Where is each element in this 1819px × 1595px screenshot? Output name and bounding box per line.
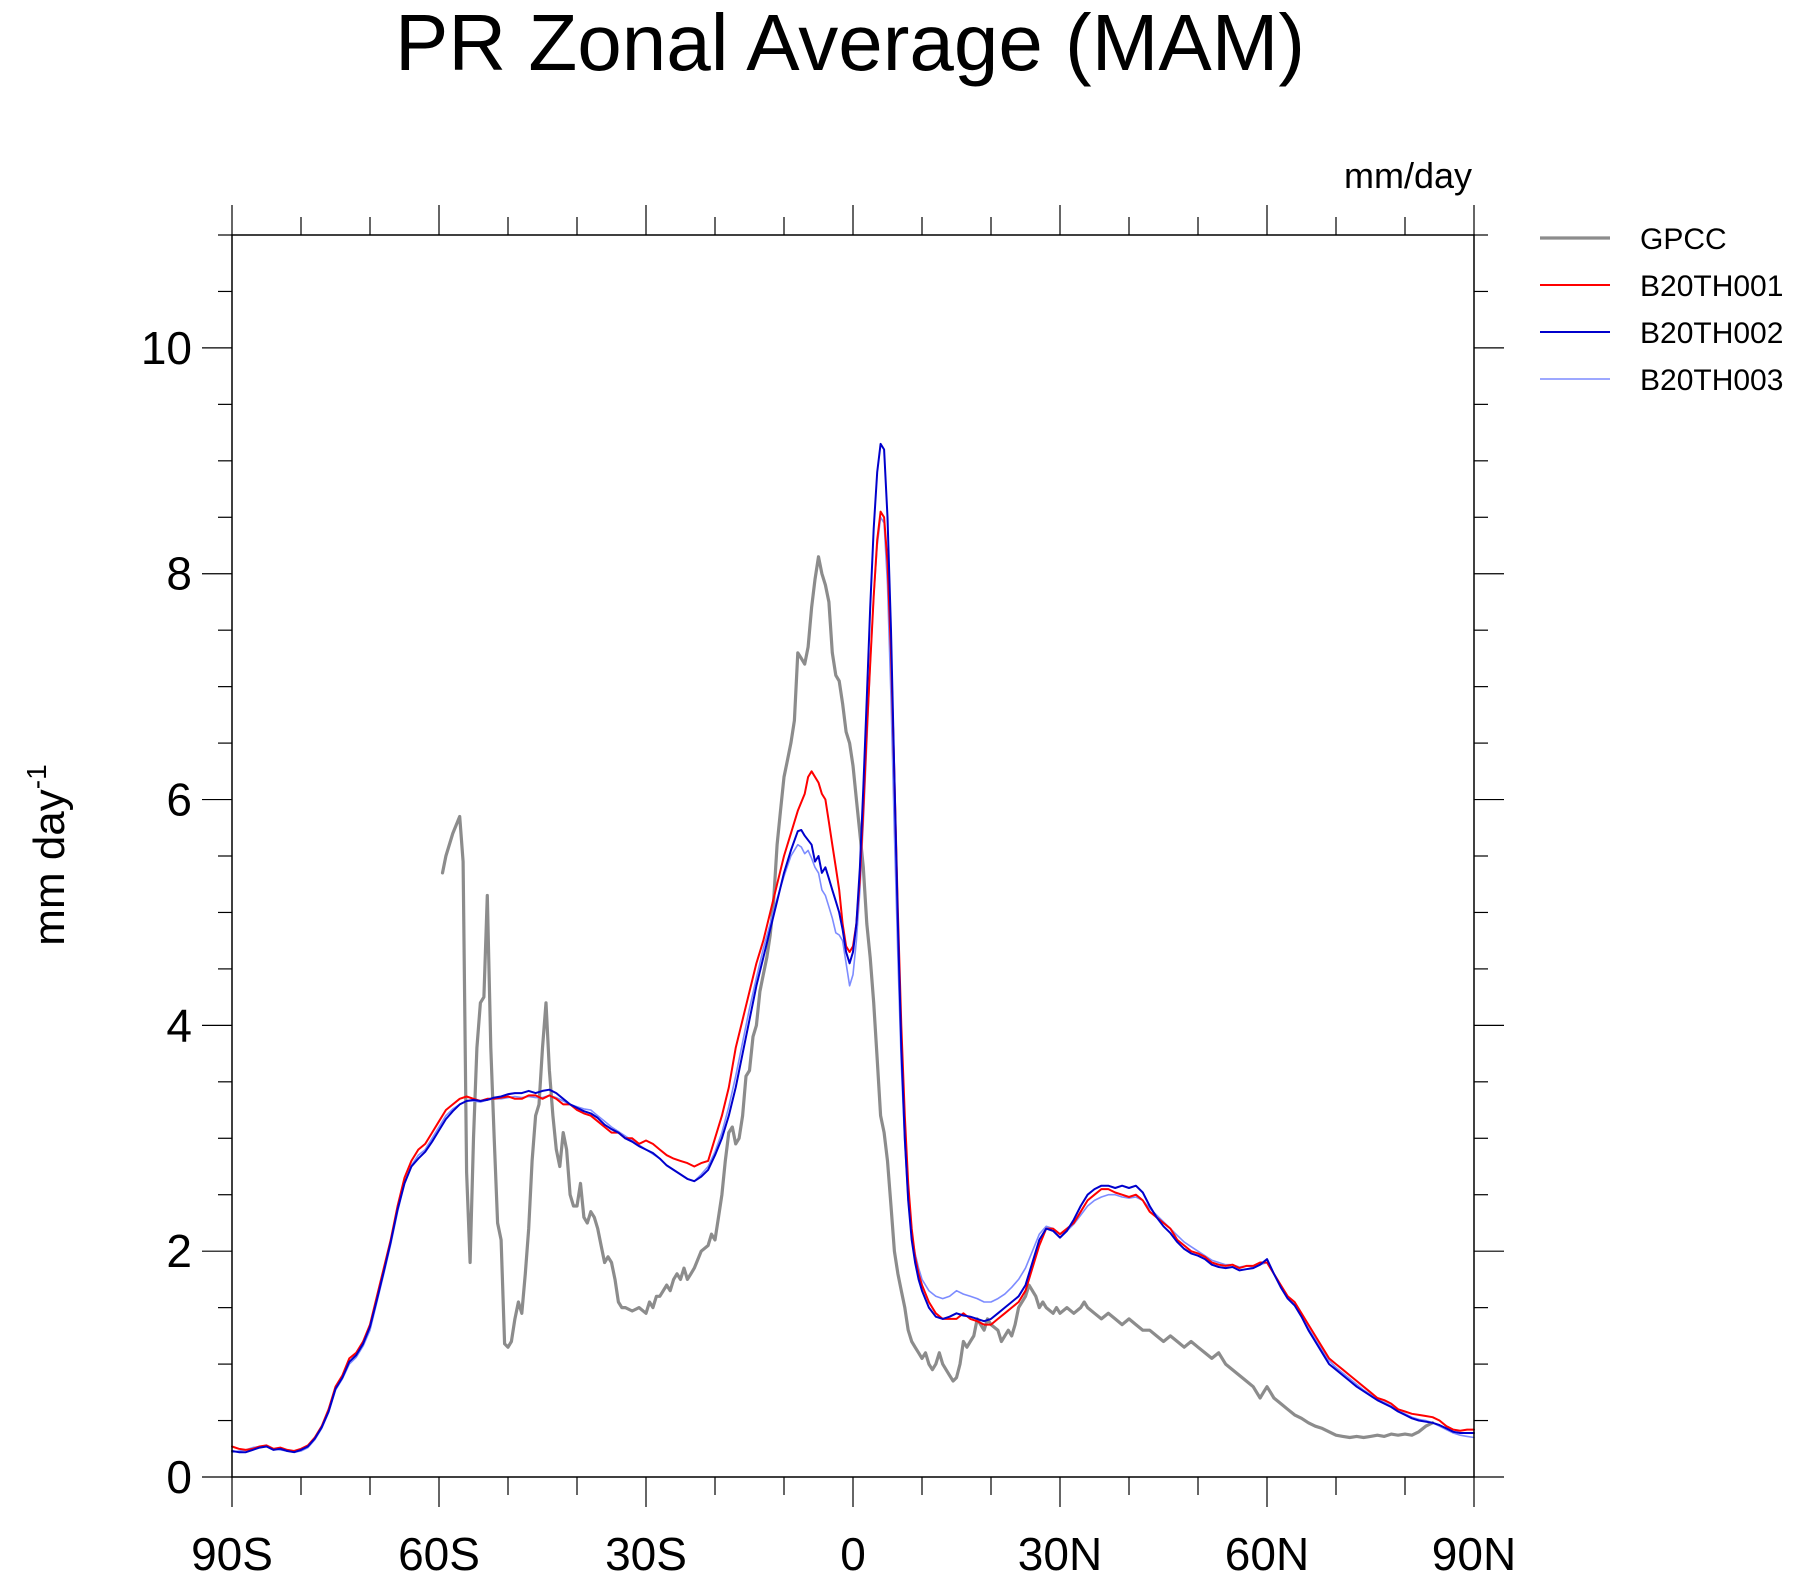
tick-labels: 90S 60S 30S 0 30N 60N 90N 0 2 4 6 8 10 — [141, 322, 1516, 1580]
legend: GPCC B20TH001 B20TH002 B20TH003 — [1540, 223, 1783, 397]
series-line-gpcc — [440, 555, 1435, 1440]
y-tick-label: 4 — [166, 999, 192, 1051]
series-line-b20th003 — [231, 516, 1475, 1453]
y-tick-label: 8 — [166, 548, 192, 600]
x-tick-label: 60S — [398, 1528, 480, 1580]
y-axis-label-text: mm day — [25, 789, 74, 945]
x-tick-label: 30S — [605, 1528, 687, 1580]
x-tick-label: 0 — [840, 1528, 866, 1580]
legend-label: B20TH003 — [1640, 364, 1783, 397]
units-label: mm/day — [1344, 155, 1472, 196]
legend-label: B20TH001 — [1640, 270, 1783, 303]
y-axis-label: mm day-1 — [21, 764, 74, 945]
series-line-b20th002 — [231, 442, 1475, 1454]
series-lines — [231, 442, 1475, 1454]
x-tick-label: 30N — [1018, 1528, 1102, 1580]
x-tick-label: 90N — [1432, 1528, 1516, 1580]
chart-title: PR Zonal Average (MAM) — [395, 0, 1305, 87]
y-axis-label-superscript: -1 — [21, 764, 52, 789]
y-tick-label: 10 — [141, 322, 192, 374]
x-tick-label: 90S — [191, 1528, 273, 1580]
y-tick-label: 2 — [166, 1225, 192, 1277]
legend-label: B20TH002 — [1640, 317, 1783, 350]
plot-frame — [231, 234, 1475, 1478]
series-line-b20th001 — [231, 510, 1475, 1452]
axis-ticks — [202, 205, 1504, 1507]
x-tick-label: 60N — [1225, 1528, 1309, 1580]
y-tick-label: 0 — [166, 1451, 192, 1503]
legend-label: GPCC — [1640, 223, 1727, 256]
y-tick-label: 6 — [166, 774, 192, 826]
